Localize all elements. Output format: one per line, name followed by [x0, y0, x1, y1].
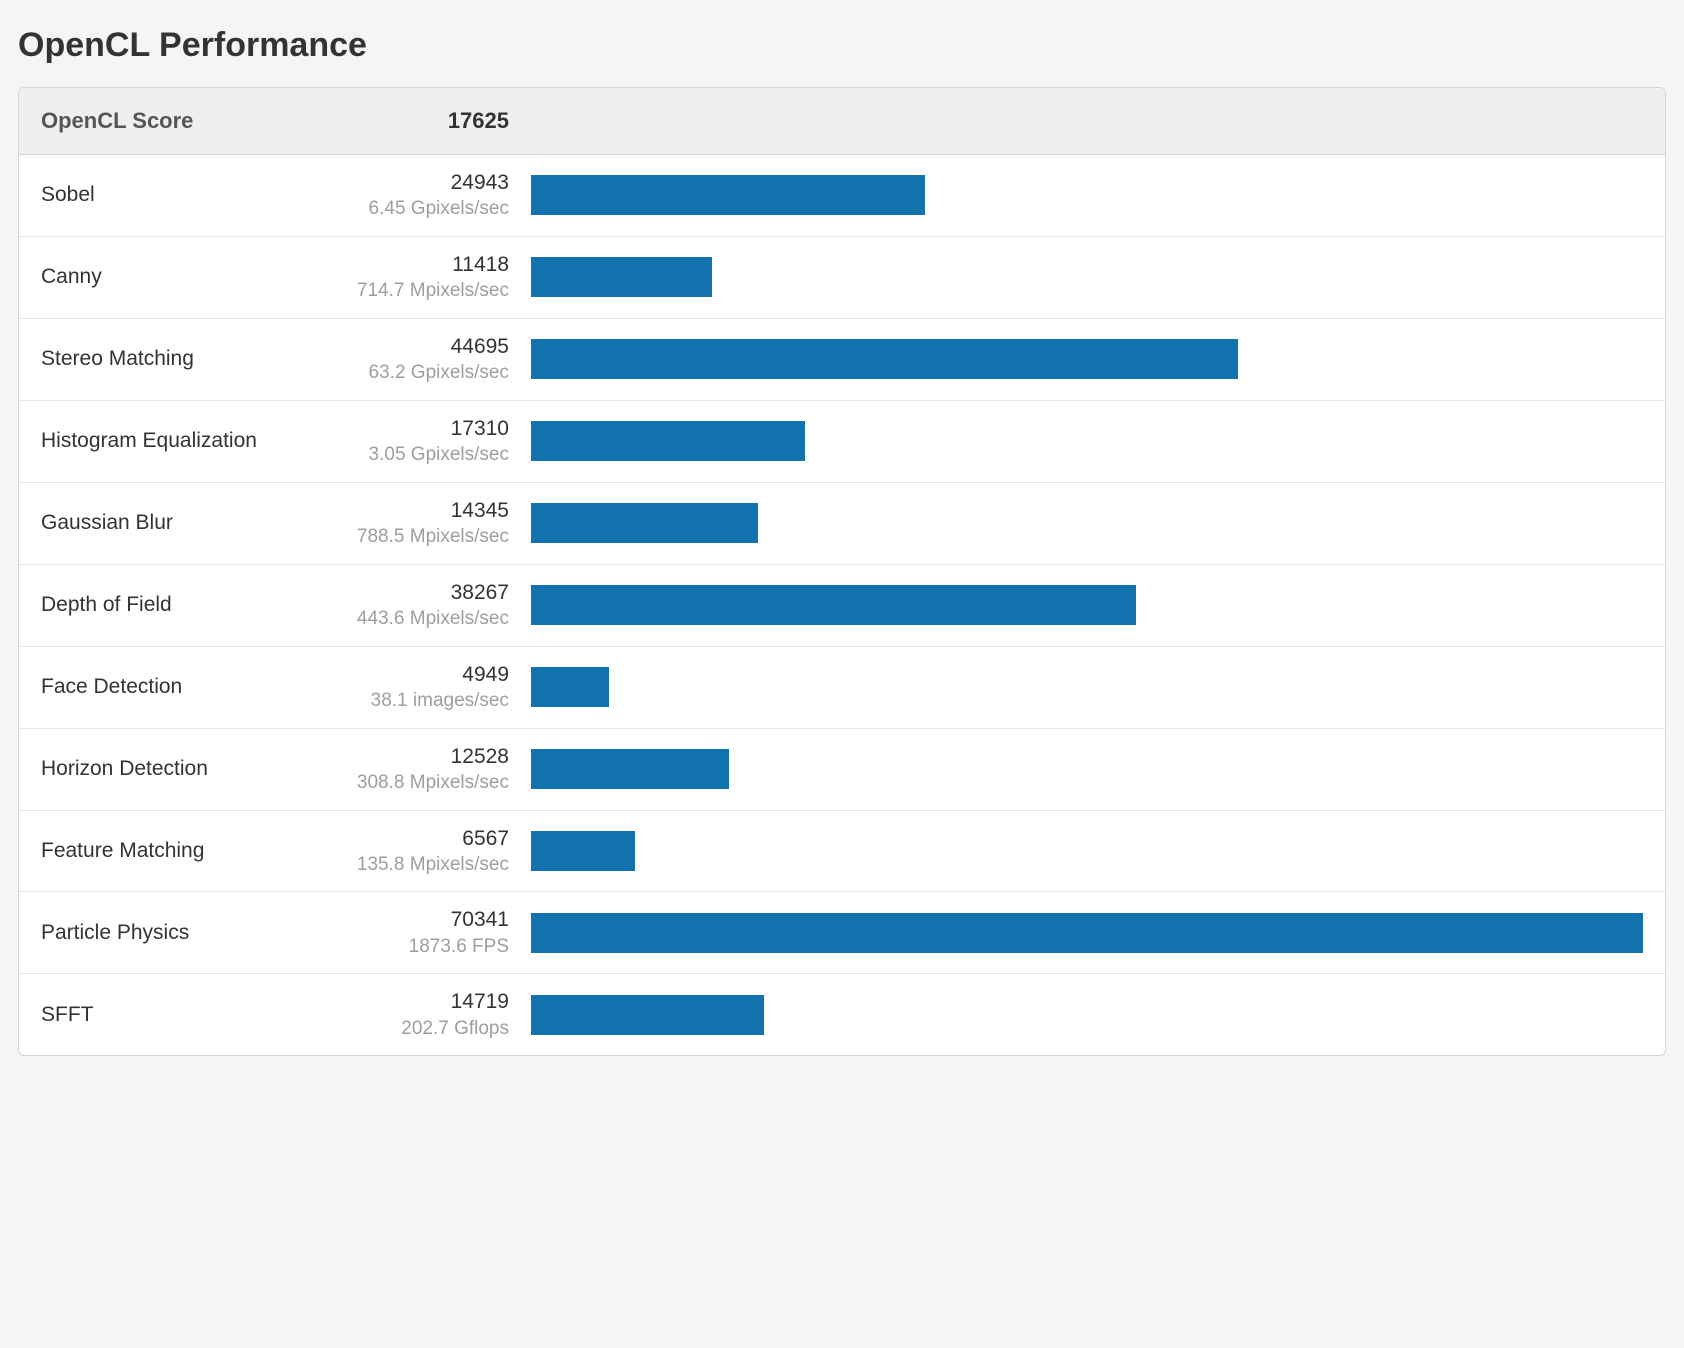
row-bar	[531, 667, 1643, 707]
row-bar	[531, 749, 1643, 789]
row-name: Histogram Equalization	[41, 429, 341, 453]
row-score: 4949	[341, 661, 509, 688]
result-row: Face Detection494938.1 images/sec	[19, 647, 1665, 729]
row-name: Feature Matching	[41, 839, 341, 863]
card-header: OpenCL Score 17625	[19, 88, 1665, 155]
row-bar	[531, 257, 1643, 297]
row-bar	[531, 995, 1643, 1035]
row-bar	[531, 421, 1643, 461]
row-numbers: 4469563.2 Gpixels/sec	[341, 333, 531, 386]
results-rows: Sobel249436.45 Gpixels/sec Canny11418714.…	[19, 155, 1665, 1055]
header-score-value: 17625	[341, 108, 531, 134]
row-left: Particle Physics703411873.6 FPS	[41, 906, 531, 959]
row-score: 12528	[341, 743, 509, 770]
section-title: OpenCL Performance	[18, 26, 1666, 65]
row-name: Depth of Field	[41, 593, 341, 617]
row-left: Stereo Matching4469563.2 Gpixels/sec	[41, 333, 531, 386]
result-row: Particle Physics703411873.6 FPS	[19, 892, 1665, 974]
row-score: 70341	[341, 906, 509, 933]
result-row: Histogram Equalization173103.05 Gpixels/…	[19, 401, 1665, 483]
row-bar	[531, 175, 1643, 215]
row-score: 17310	[341, 415, 509, 442]
result-row: Canny11418714.7 Mpixels/sec	[19, 237, 1665, 319]
row-left: Face Detection494938.1 images/sec	[41, 661, 531, 714]
result-row: Stereo Matching4469563.2 Gpixels/sec	[19, 319, 1665, 401]
row-name: SFFT	[41, 1003, 341, 1027]
bar-fill	[531, 913, 1643, 953]
bar-fill	[531, 749, 729, 789]
row-bar	[531, 339, 1643, 379]
row-bar	[531, 913, 1643, 953]
bar-fill	[531, 175, 925, 215]
row-name: Horizon Detection	[41, 757, 341, 781]
result-row: Feature Matching6567135.8 Mpixels/sec	[19, 811, 1665, 893]
row-left: Feature Matching6567135.8 Mpixels/sec	[41, 825, 531, 878]
row-left: SFFT14719202.7 Gflops	[41, 988, 531, 1041]
row-name: Canny	[41, 265, 341, 289]
performance-section: OpenCL Performance OpenCL Score 17625 So…	[0, 0, 1684, 1096]
row-left: Gaussian Blur14345788.5 Mpixels/sec	[41, 497, 531, 550]
row-subtext: 63.2 Gpixels/sec	[341, 360, 509, 386]
row-left: Sobel249436.45 Gpixels/sec	[41, 169, 531, 222]
bar-fill	[531, 257, 712, 297]
row-numbers: 173103.05 Gpixels/sec	[341, 415, 531, 468]
header-score-label: OpenCL Score	[41, 108, 341, 134]
row-subtext: 714.7 Mpixels/sec	[341, 278, 509, 304]
bar-fill	[531, 831, 635, 871]
row-name: Face Detection	[41, 675, 341, 699]
results-card: OpenCL Score 17625 Sobel249436.45 Gpixel…	[18, 87, 1666, 1056]
row-subtext: 135.8 Mpixels/sec	[341, 852, 509, 878]
row-subtext: 6.45 Gpixels/sec	[341, 196, 509, 222]
result-row: SFFT14719202.7 Gflops	[19, 974, 1665, 1055]
row-subtext: 788.5 Mpixels/sec	[341, 524, 509, 550]
row-numbers: 14719202.7 Gflops	[341, 988, 531, 1041]
row-subtext: 443.6 Mpixels/sec	[341, 606, 509, 632]
row-numbers: 38267443.6 Mpixels/sec	[341, 579, 531, 632]
row-score: 11418	[341, 251, 509, 278]
row-score: 6567	[341, 825, 509, 852]
row-name: Gaussian Blur	[41, 511, 341, 535]
row-subtext: 3.05 Gpixels/sec	[341, 442, 509, 468]
row-numbers: 14345788.5 Mpixels/sec	[341, 497, 531, 550]
row-bar	[531, 503, 1643, 543]
row-left: Histogram Equalization173103.05 Gpixels/…	[41, 415, 531, 468]
row-numbers: 12528308.8 Mpixels/sec	[341, 743, 531, 796]
row-numbers: 249436.45 Gpixels/sec	[341, 169, 531, 222]
row-bar	[531, 831, 1643, 871]
bar-fill	[531, 995, 764, 1035]
row-subtext: 38.1 images/sec	[341, 688, 509, 714]
result-row: Gaussian Blur14345788.5 Mpixels/sec	[19, 483, 1665, 565]
row-name: Sobel	[41, 183, 341, 207]
row-left: Depth of Field38267443.6 Mpixels/sec	[41, 579, 531, 632]
row-score: 14345	[341, 497, 509, 524]
row-numbers: 494938.1 images/sec	[341, 661, 531, 714]
bar-fill	[531, 421, 805, 461]
result-row: Horizon Detection12528308.8 Mpixels/sec	[19, 729, 1665, 811]
row-score: 44695	[341, 333, 509, 360]
result-row: Depth of Field38267443.6 Mpixels/sec	[19, 565, 1665, 647]
bar-fill	[531, 667, 609, 707]
row-subtext: 308.8 Mpixels/sec	[341, 770, 509, 796]
row-score: 24943	[341, 169, 509, 196]
result-row: Sobel249436.45 Gpixels/sec	[19, 155, 1665, 237]
bar-fill	[531, 503, 758, 543]
bar-fill	[531, 585, 1136, 625]
row-numbers: 703411873.6 FPS	[341, 906, 531, 959]
row-left: Horizon Detection12528308.8 Mpixels/sec	[41, 743, 531, 796]
row-left: Canny11418714.7 Mpixels/sec	[41, 251, 531, 304]
row-score: 38267	[341, 579, 509, 606]
row-subtext: 202.7 Gflops	[341, 1016, 509, 1042]
row-name: Particle Physics	[41, 921, 341, 945]
row-name: Stereo Matching	[41, 347, 341, 371]
row-subtext: 1873.6 FPS	[341, 934, 509, 960]
bar-fill	[531, 339, 1238, 379]
row-numbers: 6567135.8 Mpixels/sec	[341, 825, 531, 878]
row-bar	[531, 585, 1643, 625]
row-numbers: 11418714.7 Mpixels/sec	[341, 251, 531, 304]
row-score: 14719	[341, 988, 509, 1015]
